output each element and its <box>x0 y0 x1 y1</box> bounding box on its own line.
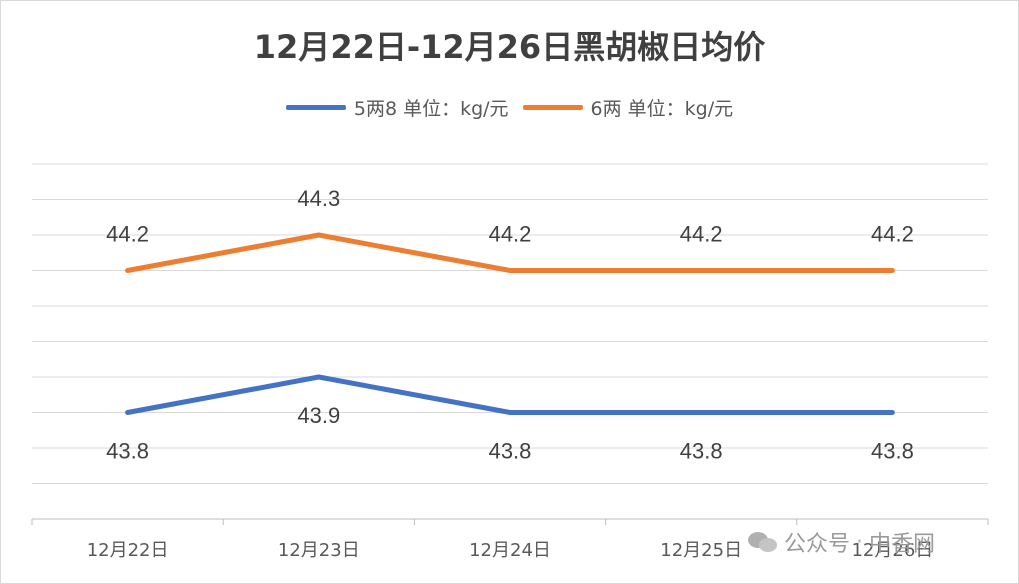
data-label: 44.2 <box>871 222 914 247</box>
data-label: 43.8 <box>106 439 149 464</box>
series-line-2 <box>125 232 895 273</box>
watermark-account: 公众号 <box>784 532 851 557</box>
data-label: 43.8 <box>871 439 914 464</box>
data-label: 43.9 <box>297 403 340 428</box>
chart-title: 12月22日-12月26日黑胡椒日均价 <box>253 28 766 66</box>
wechat-icon <box>748 530 778 554</box>
legend-swatch-series-2 <box>522 105 583 110</box>
x-tick-label: 12月23日 <box>278 540 360 561</box>
x-tick-label: 12月24日 <box>469 540 551 561</box>
legend-item-series-2: 6两 单位：kg/元 <box>522 94 734 121</box>
watermark: 公众号 · 中香网 <box>748 526 935 558</box>
watermark-separator: · <box>856 529 864 555</box>
x-tick-label: 12月25日 <box>660 540 742 561</box>
legend-label-series-2: 6两 单位：kg/元 <box>590 98 734 120</box>
data-label: 44.3 <box>297 186 340 211</box>
series-line-1 <box>125 374 895 415</box>
watermark-name: 中香网 <box>869 532 936 557</box>
x-tick-label: 12月22日 <box>87 540 169 561</box>
legend-label-series-1: 5两8 单位：kg/元 <box>353 98 509 120</box>
data-label: 44.2 <box>489 222 532 247</box>
data-label: 43.8 <box>489 439 532 464</box>
data-label: 44.2 <box>680 222 723 247</box>
legend: 5两8 单位：kg/元 6两 单位：kg/元 <box>0 94 1019 121</box>
legend-swatch-series-1 <box>285 105 346 110</box>
data-label: 43.8 <box>680 439 723 464</box>
x-tick-label: 12月26日 <box>851 540 933 561</box>
legend-item-series-1: 5两8 单位：kg/元 <box>285 94 509 121</box>
data-label: 44.2 <box>106 222 149 247</box>
